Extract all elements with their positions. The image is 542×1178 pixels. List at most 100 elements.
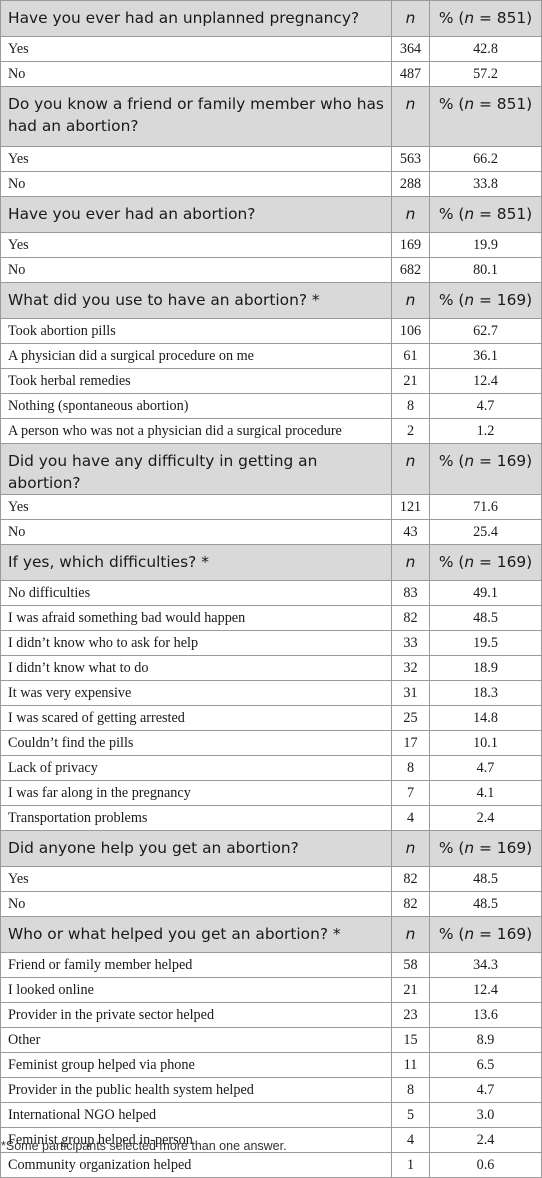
table-row: Transportation problems 4 2.4 (0, 805, 542, 831)
percent-column-header: % (n = 851) (429, 0, 542, 37)
answer-count: 682 (391, 257, 430, 283)
question-header-row: Who or what helped you get an abortion? … (0, 916, 542, 953)
answer-label: I was scared of getting arrested (0, 705, 392, 731)
answer-label: I didn’t know what to do (0, 655, 392, 681)
percent-column-header: % (n = 169) (429, 544, 542, 581)
table-row: No difficulties 83 49.1 (0, 580, 542, 606)
answer-label: I was afraid something bad would happen (0, 605, 392, 631)
answer-count: 82 (391, 891, 430, 917)
table-row: Yes 364 42.8 (0, 36, 542, 62)
answer-label: It was very expensive (0, 680, 392, 706)
n-column-header: n (391, 0, 430, 37)
answer-count: 5 (391, 1102, 430, 1128)
answer-label: Yes (0, 36, 392, 62)
answer-count: 11 (391, 1052, 430, 1078)
answer-label: I was far along in the pregnancy (0, 780, 392, 806)
answer-percent: 34.3 (429, 952, 542, 978)
answer-count: 2 (391, 418, 430, 444)
answer-count: 17 (391, 730, 430, 756)
answer-count: 43 (391, 519, 430, 545)
answer-percent: 48.5 (429, 605, 542, 631)
n-column-header: n (391, 830, 430, 867)
answer-percent: 14.8 (429, 705, 542, 731)
table-row: I was far along in the pregnancy 7 4.1 (0, 780, 542, 806)
answer-count: 4 (391, 1127, 430, 1153)
answer-count: 364 (391, 36, 430, 62)
table-row: Feminist group helped in-person 4 2.4 (0, 1127, 542, 1153)
table-row: Provider in the public health system hel… (0, 1077, 542, 1103)
table-row: Yes 121 71.6 (0, 494, 542, 520)
answer-count: 121 (391, 494, 430, 520)
n-column-header: n (391, 544, 430, 581)
table-row: Nothing (spontaneous abortion) 8 4.7 (0, 393, 542, 419)
answer-label: Community organization helped (0, 1152, 392, 1178)
n-column-header: n (391, 196, 430, 233)
answer-percent: 19.5 (429, 630, 542, 656)
answer-count: 106 (391, 318, 430, 344)
table-row: Yes 82 48.5 (0, 866, 542, 892)
answer-count: 4 (391, 805, 430, 831)
answer-percent: 10.1 (429, 730, 542, 756)
answer-label: Yes (0, 146, 392, 172)
answer-percent: 8.9 (429, 1027, 542, 1053)
table-row: Community organization helped 1 0.6 (0, 1152, 542, 1178)
table-row: Took abortion pills 106 62.7 (0, 318, 542, 344)
question-header-row: Did you have any difficulty in getting a… (0, 443, 542, 495)
answer-percent: 49.1 (429, 580, 542, 606)
question-header-row: Do you know a friend or family member wh… (0, 86, 542, 147)
table-row: No 288 33.8 (0, 171, 542, 197)
answer-label: Lack of privacy (0, 755, 392, 781)
answer-percent: 62.7 (429, 318, 542, 344)
answer-label: No (0, 171, 392, 197)
answer-label: Transportation problems (0, 805, 392, 831)
question-text: If yes, which difficulties? * (0, 544, 392, 581)
percent-header-label: % (n = 169) (438, 925, 533, 943)
table-row: No 82 48.5 (0, 891, 542, 917)
percent-header-label: % (n = 169) (438, 839, 533, 857)
answer-label: No (0, 257, 392, 283)
answer-percent: 18.9 (429, 655, 542, 681)
table-row: I didn’t know who to ask for help 33 19.5 (0, 630, 542, 656)
answer-percent: 12.4 (429, 977, 542, 1003)
answer-label: Took herbal remedies (0, 368, 392, 394)
answer-count: 83 (391, 580, 430, 606)
answer-label: Feminist group helped in-person (0, 1127, 392, 1153)
answer-percent: 80.1 (429, 257, 542, 283)
answer-label: Friend or family member helped (0, 952, 392, 978)
percent-header-label: % (n = 169) (438, 291, 533, 309)
table-row: Other 15 8.9 (0, 1027, 542, 1053)
table-row: Yes 563 66.2 (0, 146, 542, 172)
answer-percent: 4.7 (429, 755, 542, 781)
table-row: Yes 169 19.9 (0, 232, 542, 258)
answer-count: 21 (391, 368, 430, 394)
table-row: Couldn’t find the pills 17 10.1 (0, 730, 542, 756)
answer-count: 8 (391, 1077, 430, 1103)
question-header-row: Did anyone help you get an abortion? n % (… (0, 830, 542, 867)
percent-column-header: % (n = 169) (429, 916, 542, 953)
question-header-row: If yes, which difficulties? * n % (n = 169… (0, 544, 542, 581)
question-header-row: What did you use to have an abortion? * n… (0, 282, 542, 319)
answer-label: Yes (0, 232, 392, 258)
answer-percent: 25.4 (429, 519, 542, 545)
answer-count: 1 (391, 1152, 430, 1178)
answer-percent: 12.4 (429, 368, 542, 394)
answer-percent: 0.6 (429, 1152, 542, 1178)
percent-header-label: % (n = 851) (438, 205, 533, 223)
answer-percent: 6.5 (429, 1052, 542, 1078)
answer-percent: 42.8 (429, 36, 542, 62)
answer-count: 25 (391, 705, 430, 731)
answer-label: Nothing (spontaneous abortion) (0, 393, 392, 419)
percent-header-label: % (n = 851) (438, 9, 533, 27)
answer-percent: 13.6 (429, 1002, 542, 1028)
percent-column-header: % (n = 169) (429, 443, 542, 495)
table-row: No 487 57.2 (0, 61, 542, 87)
answer-label: International NGO helped (0, 1102, 392, 1128)
answer-percent: 18.3 (429, 680, 542, 706)
answer-count: 61 (391, 343, 430, 369)
answer-percent: 4.7 (429, 393, 542, 419)
table-row: I was afraid something bad would happen 8… (0, 605, 542, 631)
table-row: Friend or family member helped 58 34.3 (0, 952, 542, 978)
question-text: Have you ever had an abortion? (0, 196, 392, 233)
answer-label: No difficulties (0, 580, 392, 606)
question-text: Have you ever had an unplanned pregnancy… (0, 0, 392, 37)
